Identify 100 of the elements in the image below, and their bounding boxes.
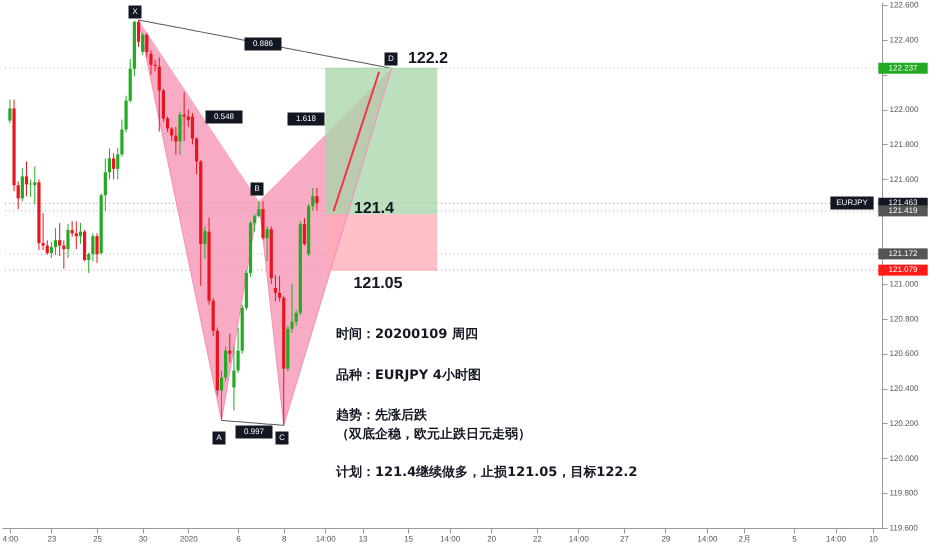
candlestick: [203, 226, 206, 260]
candlestick: [170, 126, 174, 142]
candlestick: [266, 226, 269, 262]
candlestick: [174, 126, 178, 155]
ref-line-label: 121.463: [888, 198, 918, 208]
y-tick-label: 120.000: [890, 454, 919, 463]
candlestick: [311, 188, 314, 212]
x-tick-label: 14:00: [568, 534, 590, 544]
y-tick-label: 119.800: [890, 488, 918, 498]
annotation: A: [216, 433, 222, 442]
x-tick-label: 25: [93, 534, 103, 544]
candlestick: [95, 232, 99, 264]
y-tick-label: 120.600: [890, 349, 919, 358]
y-tick-label: 122.600: [890, 0, 919, 10]
annotation: C: [279, 433, 286, 442]
candlestick: [8, 99, 12, 124]
annotation: D: [388, 54, 394, 63]
candlestick: [24, 160, 28, 197]
candlestick: [58, 222, 62, 257]
x-tick-label: 14:00: [697, 534, 718, 544]
candlestick: [116, 147, 120, 180]
candlestick: [228, 333, 232, 363]
x-tick-label: 14:00: [826, 534, 847, 544]
annotation: 122.2: [408, 50, 448, 67]
x-tick-label: 8: [282, 534, 287, 544]
x-tick-label: 13: [358, 534, 368, 544]
annotation: （双底企稳，欧元止跌日元走弱）: [336, 426, 531, 442]
candlestick: [253, 214, 256, 232]
y-tick-label: 122.000: [890, 105, 919, 114]
candlestick: [182, 92, 186, 142]
annotation: 计划：121.4继续做多，止损121.05，目标122.2: [335, 465, 638, 480]
candlestick: [29, 178, 32, 198]
x-tick-label: 22: [532, 534, 542, 544]
candlestick: [278, 275, 282, 302]
candlestick: [195, 136, 198, 175]
candlestick: [190, 112, 194, 145]
candlestick: [87, 252, 90, 274]
x-tick-label: 4:00: [2, 534, 19, 544]
y-tick-label: 122.400: [890, 35, 919, 44]
annotation: 时间：20200109 周四: [336, 327, 478, 342]
candlestick: [290, 283, 294, 334]
candlestick: [302, 218, 306, 246]
x-tick-label: 5: [792, 534, 798, 544]
y-tick-label: 119.600: [890, 524, 918, 532]
annotation: EURJPY: [836, 198, 868, 207]
x-tick-label: 14:00: [316, 534, 336, 544]
candlestick: [315, 188, 319, 212]
annotation: 1.618: [296, 114, 317, 123]
candlestick: [220, 370, 224, 421]
x-tick-label: 14:00: [440, 534, 461, 544]
candlestick: [16, 180, 20, 210]
y-tick-label: 120.400: [890, 384, 919, 394]
x-tick-label: 2020: [180, 534, 198, 544]
candlestick: [78, 222, 82, 244]
ref-line-label: 121.079: [888, 265, 918, 274]
y-tick-label: 121.000: [890, 279, 919, 288]
ref-line-label: 121.172: [888, 248, 918, 258]
y-tick-label: 120.200: [890, 418, 919, 428]
candlestick: [136, 19, 140, 48]
candlestick: [41, 212, 45, 251]
ref-line-label: 121.419: [888, 206, 918, 215]
candlestick: [50, 242, 53, 258]
annotation: 121.05: [354, 275, 403, 292]
x-tick-label: 20: [487, 534, 497, 544]
annotation: 121.4: [354, 200, 394, 217]
candlestick: [66, 224, 70, 258]
candlestick: [62, 240, 66, 270]
ref-line-label: 122.237: [888, 63, 918, 72]
candlestick: [20, 168, 24, 202]
candlestick: [236, 327, 240, 374]
x-tick-label: 29: [661, 534, 671, 544]
candlestick: [91, 232, 94, 262]
candlestick: [158, 56, 161, 132]
candlestick: [149, 50, 153, 76]
candlestick: [257, 200, 260, 218]
candlestick: [141, 32, 144, 56]
annotation: 品种：EURJPY 4小时图: [336, 368, 481, 383]
candlestick: [112, 152, 116, 180]
x-tick-label: 2月: [738, 534, 751, 544]
candlestick: [46, 240, 49, 256]
annotation: 0.548: [214, 112, 235, 121]
x-tick-label: 30: [138, 534, 148, 544]
y-tick-label: 121.800: [890, 140, 919, 149]
candlestick: [232, 345, 236, 411]
candlestick: [294, 310, 298, 326]
x-tick-label: 23: [47, 534, 57, 544]
annotation: B: [254, 184, 260, 193]
candlestick: [74, 220, 78, 250]
x-tick-label: 10: [868, 534, 878, 544]
candlestick: [104, 158, 107, 212]
y-tick-label: 121.600: [890, 174, 919, 184]
x-tick-label: 27: [620, 534, 630, 544]
candlestick: [166, 116, 170, 133]
candlestick: [274, 274, 278, 302]
candlestick: [145, 32, 148, 58]
annotation: 趋势：先涨后跌: [335, 407, 428, 423]
candlestick: [70, 220, 74, 238]
candlestick: [33, 166, 36, 205]
x-tick-label: 15: [404, 534, 414, 544]
annotation: X: [132, 7, 138, 16]
